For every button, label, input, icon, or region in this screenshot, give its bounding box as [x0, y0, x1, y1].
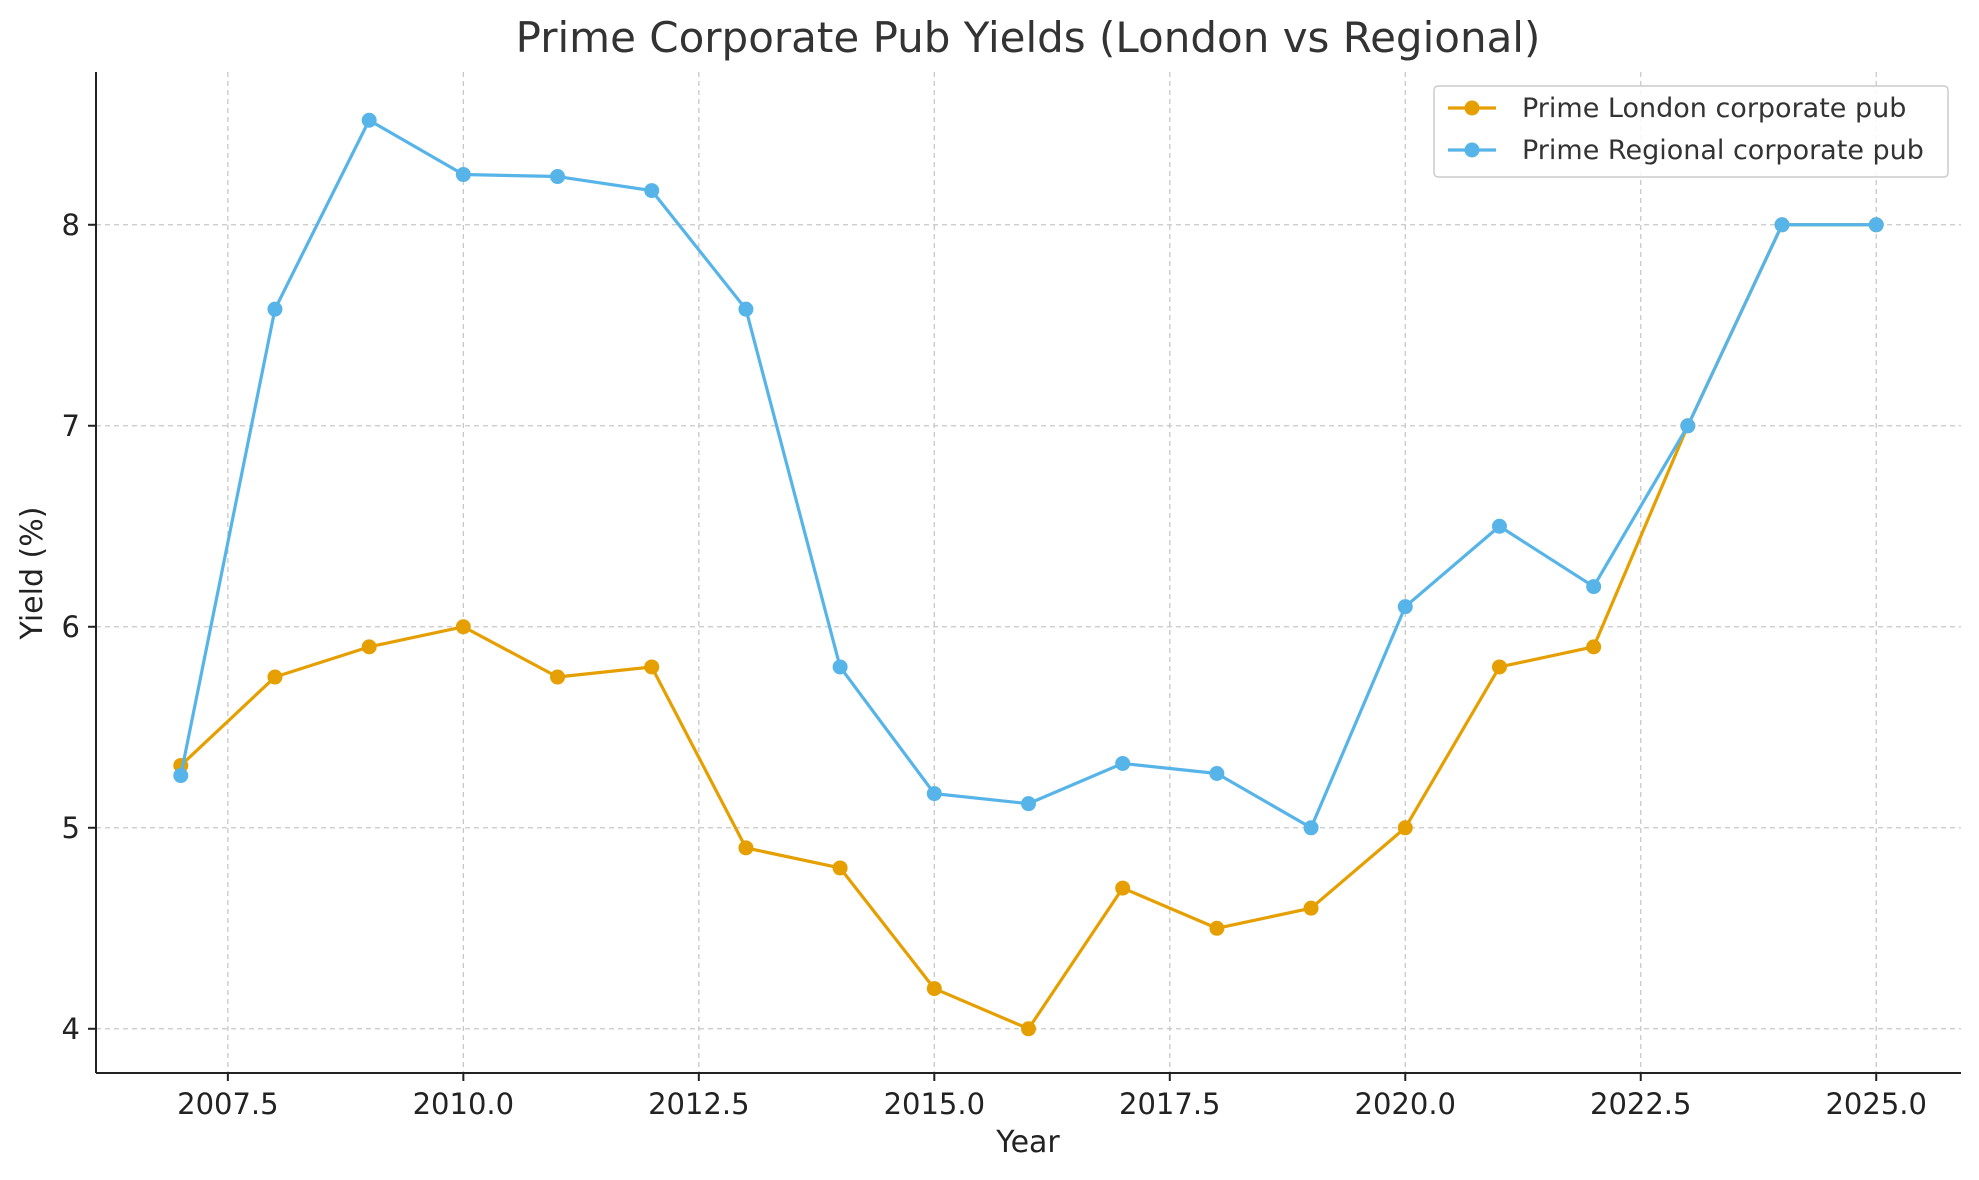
data-point [1397, 820, 1413, 836]
x-tick-label: 2017.5 [1119, 1087, 1220, 1121]
data-point [267, 301, 283, 317]
grid [96, 72, 1961, 1073]
data-point [1586, 639, 1602, 655]
data-point [1303, 820, 1319, 836]
data-point [455, 167, 471, 183]
axes [95, 72, 1961, 1074]
x-tick-label: 2015.0 [884, 1087, 985, 1121]
data-point [644, 659, 660, 675]
data-point [1021, 1021, 1036, 1037]
data-point [1491, 659, 1507, 675]
y-axis-ticks: 4 5 6 7 8 [62, 208, 96, 1046]
data-point [455, 619, 471, 635]
y-tick-label: 7 [62, 409, 80, 443]
x-tick-label: 2012.5 [648, 1087, 749, 1121]
data-point [361, 639, 377, 655]
legend-marker [1464, 100, 1480, 116]
series-layer [173, 112, 1884, 1037]
data-point [832, 860, 848, 876]
legend: Prime London corporate pub Prime Regional… [1433, 85, 1949, 178]
x-tick-label: 2020.0 [1355, 1087, 1456, 1121]
y-tick-label: 8 [62, 208, 80, 242]
legend-box [1433, 85, 1949, 178]
data-point [644, 183, 660, 199]
data-point [1680, 418, 1696, 434]
y-tick-label: 5 [62, 811, 80, 845]
data-point [1491, 518, 1507, 534]
x-tick-label: 2022.5 [1590, 1087, 1691, 1121]
data-point [738, 301, 754, 317]
data-point [1868, 217, 1884, 233]
data-point [926, 786, 942, 802]
chart-title: Prime Corporate Pub Yields (London vs Re… [516, 13, 1541, 62]
y-tick-label: 6 [62, 610, 80, 644]
data-point [1303, 900, 1319, 916]
legend-item: Prime Regional corporate pub [1448, 135, 1924, 166]
x-tick-label: 2007.5 [177, 1087, 278, 1121]
x-tick-label: 2025.0 [1825, 1087, 1926, 1121]
series-prime-regional-corporate-pub [173, 112, 1884, 836]
data-point [1115, 755, 1131, 771]
y-tick-label: 4 [62, 1012, 80, 1046]
legend-label: Prime London corporate pub [1522, 93, 1906, 124]
data-point [1209, 920, 1225, 936]
data-point [1115, 880, 1131, 896]
data-point [1021, 796, 1036, 812]
legend-item: Prime London corporate pub [1448, 93, 1906, 124]
legend-label: Prime Regional corporate pub [1522, 135, 1924, 166]
data-point [1586, 579, 1602, 595]
data-point [738, 840, 754, 856]
x-tick-label: 2010.0 [413, 1087, 514, 1121]
data-point [267, 669, 283, 685]
data-point [1209, 766, 1225, 782]
data-point [832, 659, 848, 675]
data-point [361, 112, 377, 128]
data-point [1397, 599, 1413, 615]
data-point [550, 169, 566, 185]
data-point [173, 768, 189, 784]
data-point [926, 981, 942, 997]
data-point [1774, 217, 1790, 233]
x-axis-ticks: 2007.5 2010.0 2012.5 2015.0 2017.5 2020.0 2022… [177, 1073, 1927, 1121]
legend-marker [1464, 142, 1480, 158]
x-axis-label: Year [995, 1125, 1060, 1160]
y-axis-label: Yield (%) [15, 507, 50, 641]
data-point [550, 669, 566, 685]
